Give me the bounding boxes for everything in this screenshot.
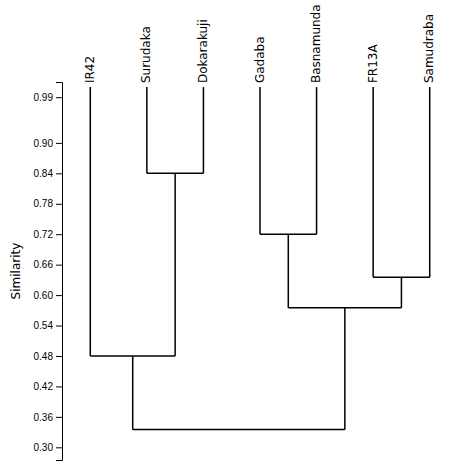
y-tick-label: 0.99 [34, 92, 54, 103]
y-tick-mark [56, 447, 62, 448]
branch [344, 308, 346, 430]
leaf-labels: IR42 Surudaka Dokarakuji Gadaba Basnamunda FR… [83, 4, 436, 83]
chart: 0.30 0.36 0.42 0.48 0.54 0.60 0.66 0.72 0.78 0.84… [0, 0, 474, 474]
y-tick-mark [56, 356, 62, 357]
leaf-label: Samudraba [422, 14, 436, 83]
y-tick: 0.84 [34, 168, 62, 179]
y-tick-mark [56, 295, 62, 296]
y-tick: 0.48 [34, 351, 62, 362]
y-tick-label: 0.48 [34, 351, 54, 362]
dendrogram-lines [90, 87, 429, 429]
leaf-label: FR13A [366, 44, 380, 84]
y-tick: 0.72 [34, 229, 62, 240]
y-tick: 0.66 [34, 259, 62, 270]
y-tick-label: 0.84 [34, 168, 54, 179]
leaf-label: Gadaba [253, 36, 267, 83]
branch [146, 87, 148, 173]
leaf-label: Dokarakuji [196, 19, 210, 83]
leaf-label: Surudaka [139, 26, 153, 83]
leaf-label: IR42 [83, 56, 97, 83]
y-tick-label: 0.30 [34, 442, 54, 453]
y-tick-mark [56, 173, 62, 174]
y-tick: 0.36 [34, 412, 62, 423]
branch [174, 173, 176, 356]
branch [132, 356, 134, 430]
branch [90, 87, 92, 356]
y-tick-mark [56, 386, 62, 387]
branch [429, 87, 431, 277]
y-tick: 0.54 [34, 320, 62, 331]
plot: 0.30 0.36 0.42 0.48 0.54 0.60 0.66 0.72 0.78 0.84… [34, 4, 437, 460]
branch [372, 87, 374, 277]
y-tick-mark [56, 326, 62, 327]
y-axis-line [56, 83, 63, 461]
y-tick-label: 0.90 [34, 138, 54, 149]
branch [316, 87, 318, 234]
y-tick-label: 0.42 [34, 381, 54, 392]
branch [401, 277, 403, 307]
y-tick-label: 0.66 [34, 259, 54, 270]
y-tick: 0.60 [34, 290, 62, 301]
y-tick-mark [56, 234, 62, 235]
y-tick-label: 0.60 [34, 290, 54, 301]
y-tick: 0.42 [34, 381, 62, 392]
y-tick-label: 0.54 [34, 320, 54, 331]
y-tick-label: 0.72 [34, 229, 54, 240]
y-axis: 0.30 0.36 0.42 0.48 0.54 0.60 0.66 0.72 0.78 0.84… [34, 83, 63, 461]
branch [203, 87, 205, 173]
y-tick-label: 0.36 [34, 412, 54, 423]
y-tick-mark [56, 97, 62, 98]
y-tick-mark [56, 143, 62, 144]
branch [288, 234, 290, 308]
y-tick-mark [56, 204, 62, 205]
y-tick: 0.90 [34, 138, 62, 149]
y-tick-mark [56, 265, 62, 266]
y-tick-label: 0.78 [34, 198, 54, 209]
y-tick: 0.78 [34, 198, 62, 209]
y-tick: 0.99 [34, 92, 62, 103]
y-tick-mark [56, 417, 62, 418]
leaf-label: Basnamunda [309, 4, 323, 83]
y-tick: 0.30 [34, 442, 62, 453]
branch [259, 87, 261, 234]
y-axis-title: Similarity [9, 243, 23, 300]
merge [133, 429, 345, 431]
